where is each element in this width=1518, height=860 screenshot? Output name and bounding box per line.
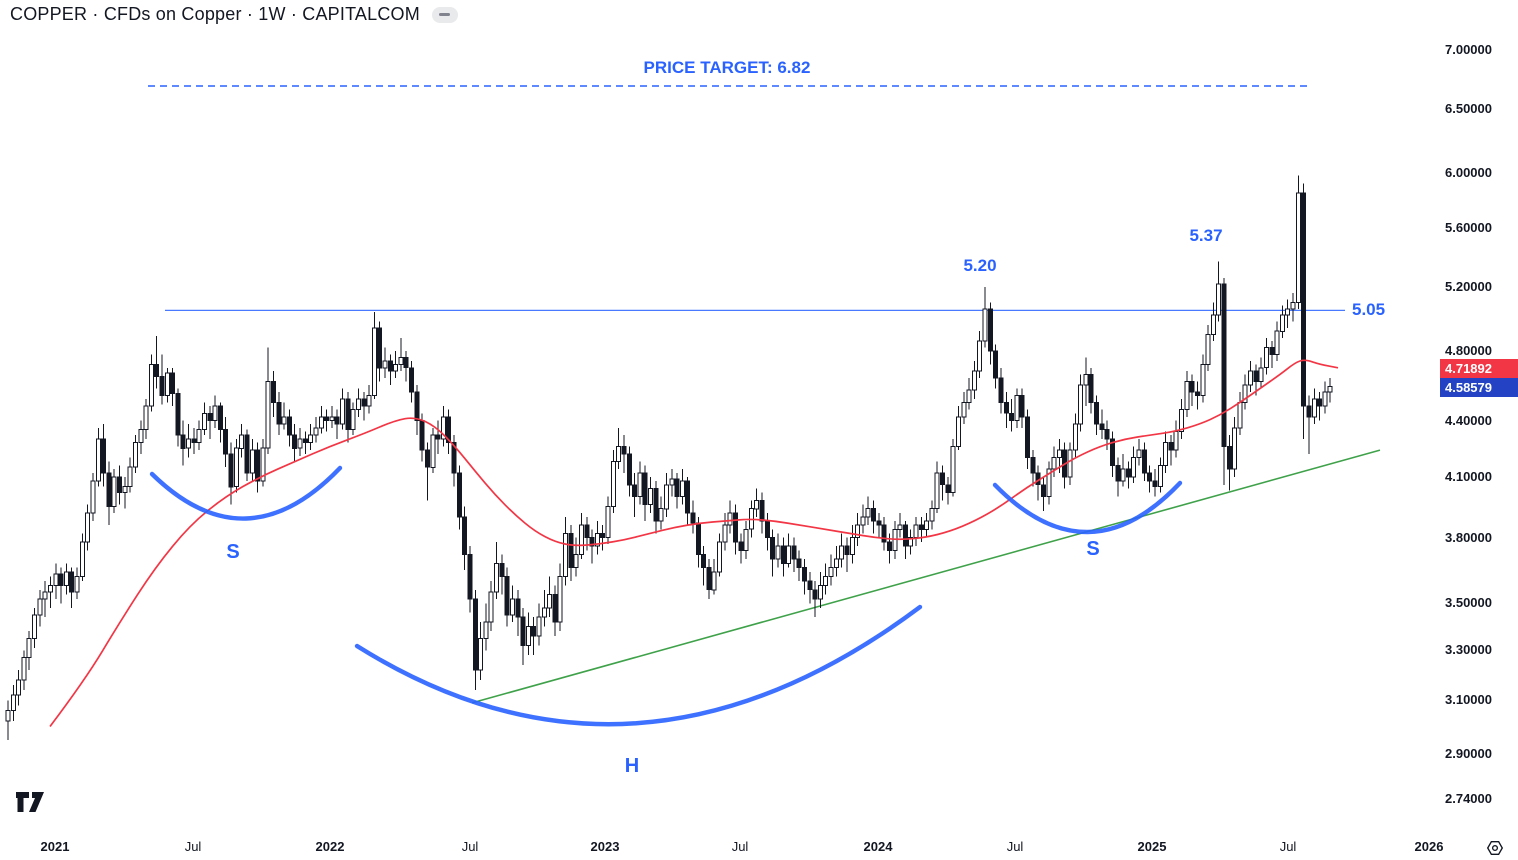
time-axis[interactable]: 2021 Jul 2022 Jul 2023 Jul 2024 Jul 2025 Jul 2026 <box>0 836 1443 860</box>
y-axis-label: 5.20000 <box>1445 279 1492 294</box>
left-shoulder-label[interactable]: S <box>226 541 240 563</box>
x-axis-label: 2024 <box>863 839 893 854</box>
candles <box>5 175 1333 740</box>
right-shoulder-arc <box>992 480 1183 535</box>
peak-label-5-37[interactable]: 5.37 <box>1189 226 1223 245</box>
x-axis-label: Jul <box>731 839 749 854</box>
x-axis-label: 2023 <box>590 839 620 854</box>
trendline <box>471 449 1381 704</box>
y-axis-label: 4.10000 <box>1445 468 1492 484</box>
x-axis-label: 2025 <box>1137 839 1167 854</box>
y-axis-label: 7.50000 <box>1445 0 1492 2</box>
resistance-label-5-05[interactable]: 5.05 <box>1352 300 1386 319</box>
chart-legend: COPPER · CFDs on Copper · 1W · CAPITALCO… <box>10 4 458 25</box>
x-axis-label: 2026 <box>1414 839 1443 854</box>
ma-price-badge: 4.71892 <box>1440 358 1518 378</box>
minus-icon <box>439 13 451 16</box>
y-axis-label: 6.00000 <box>1445 164 1492 180</box>
head-arc <box>354 604 923 727</box>
left-shoulder-arc <box>149 465 343 521</box>
right-shoulder-label[interactable]: S <box>1086 538 1100 560</box>
y-axis-label: 3.80000 <box>1445 529 1492 545</box>
tradingview-logo-icon[interactable] <box>16 791 50 818</box>
hide-indicator-button[interactable] <box>431 6 458 23</box>
y-axis-label: 3.50000 <box>1445 595 1492 611</box>
y-axis-label: 4.40000 <box>1445 412 1492 428</box>
y-axis-label: 2.74000 <box>1445 791 1492 806</box>
price-target-label[interactable]: PRICE TARGET: 6.82 <box>643 58 811 77</box>
y-axis-label: 3.30000 <box>1445 642 1492 658</box>
x-axis-label: Jul <box>1279 839 1297 854</box>
head-label[interactable]: H <box>624 755 640 777</box>
y-axis-label: 6.50000 <box>1445 100 1492 116</box>
symbol-title[interactable]: COPPER · CFDs on Copper · 1W · CAPITALCO… <box>10 4 420 24</box>
x-axis-label: Jul <box>1006 839 1024 854</box>
x-axis-label: 2022 <box>315 839 345 854</box>
y-axis-label: 3.10000 <box>1445 692 1492 708</box>
x-axis-label: Jul <box>184 839 202 854</box>
pane-settings-icon[interactable] <box>1484 838 1506 860</box>
y-axis-label: 5.60000 <box>1445 219 1492 235</box>
x-axis-label: Jul <box>461 839 479 854</box>
x-axis-label: 2021 <box>40 839 70 854</box>
y-axis-label: 7.00000 <box>1445 41 1492 57</box>
ma-line <box>49 359 1339 728</box>
price-axis[interactable]: 7.50000 7.00000 6.50000 6.00000 5.60000 5.200… <box>1440 0 1518 836</box>
peak-label-5-20[interactable]: 5.20 <box>963 256 997 275</box>
last-price-badge: 4.58579 <box>1440 377 1518 397</box>
price-chart-canvas[interactable] <box>0 0 1440 860</box>
y-axis-label: 2.90000 <box>1445 745 1492 761</box>
y-axis-label: 4.80000 <box>1445 343 1492 358</box>
